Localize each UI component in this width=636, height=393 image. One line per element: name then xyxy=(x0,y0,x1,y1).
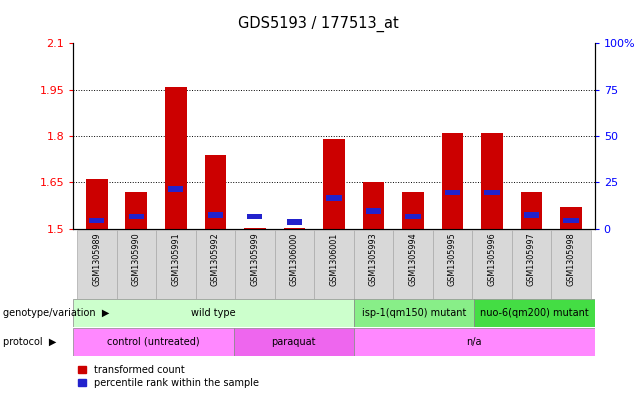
Text: GSM1305992: GSM1305992 xyxy=(211,233,220,286)
Bar xyxy=(323,139,345,229)
Bar xyxy=(287,219,302,225)
Text: GSM1305991: GSM1305991 xyxy=(171,233,181,286)
Text: GDS5193 / 177513_at: GDS5193 / 177513_at xyxy=(238,16,398,32)
Bar xyxy=(445,190,460,195)
Bar xyxy=(326,195,342,201)
Bar xyxy=(485,190,499,195)
Text: wild type: wild type xyxy=(191,308,236,318)
Bar xyxy=(521,192,543,229)
Bar xyxy=(73,299,354,327)
Text: nuo-6(qm200) mutant: nuo-6(qm200) mutant xyxy=(480,308,589,318)
Bar xyxy=(524,212,539,218)
Text: GSM1305998: GSM1305998 xyxy=(567,233,576,286)
Bar xyxy=(233,328,354,356)
Bar xyxy=(314,230,354,299)
Bar xyxy=(86,179,107,229)
Text: genotype/variation  ▶: genotype/variation ▶ xyxy=(3,308,109,318)
Text: GSM1305996: GSM1305996 xyxy=(487,233,497,286)
Bar xyxy=(205,154,226,229)
Bar xyxy=(196,230,235,299)
Text: GSM1305999: GSM1305999 xyxy=(251,233,259,286)
Legend: transformed count, percentile rank within the sample: transformed count, percentile rank withi… xyxy=(78,365,259,388)
Bar xyxy=(474,299,595,327)
Bar xyxy=(128,214,144,219)
Text: GSM1306000: GSM1306000 xyxy=(290,233,299,286)
Bar xyxy=(165,86,187,229)
Bar xyxy=(73,328,233,356)
Text: GSM1305990: GSM1305990 xyxy=(132,233,141,286)
Bar xyxy=(363,182,384,229)
Text: GSM1305993: GSM1305993 xyxy=(369,233,378,286)
Bar xyxy=(354,230,393,299)
Text: paraquat: paraquat xyxy=(272,337,316,347)
Text: GSM1306001: GSM1306001 xyxy=(329,233,338,286)
Bar xyxy=(560,207,582,229)
Text: GSM1305994: GSM1305994 xyxy=(408,233,417,286)
Bar xyxy=(89,218,104,223)
Text: control (untreated): control (untreated) xyxy=(107,337,200,347)
Bar xyxy=(563,218,579,223)
Bar xyxy=(244,228,266,229)
Text: GSM1305997: GSM1305997 xyxy=(527,233,536,286)
Text: GSM1305989: GSM1305989 xyxy=(92,233,101,286)
Bar xyxy=(354,328,595,356)
Bar xyxy=(116,230,156,299)
Bar xyxy=(405,214,420,219)
Bar xyxy=(275,230,314,299)
Text: GSM1305995: GSM1305995 xyxy=(448,233,457,286)
Text: isp-1(qm150) mutant: isp-1(qm150) mutant xyxy=(362,308,466,318)
Bar xyxy=(551,230,591,299)
Bar xyxy=(247,214,263,219)
Bar xyxy=(77,230,116,299)
Bar xyxy=(472,230,512,299)
Text: n/a: n/a xyxy=(467,337,482,347)
Bar xyxy=(169,186,183,192)
Bar xyxy=(481,133,503,229)
Bar xyxy=(156,230,196,299)
Text: protocol  ▶: protocol ▶ xyxy=(3,337,57,347)
Bar xyxy=(125,192,147,229)
Bar xyxy=(393,230,432,299)
Bar xyxy=(432,230,472,299)
Bar xyxy=(354,299,474,327)
Bar xyxy=(441,133,463,229)
Bar xyxy=(208,212,223,218)
Bar xyxy=(235,230,275,299)
Bar xyxy=(366,208,381,214)
Bar xyxy=(402,192,424,229)
Bar xyxy=(512,230,551,299)
